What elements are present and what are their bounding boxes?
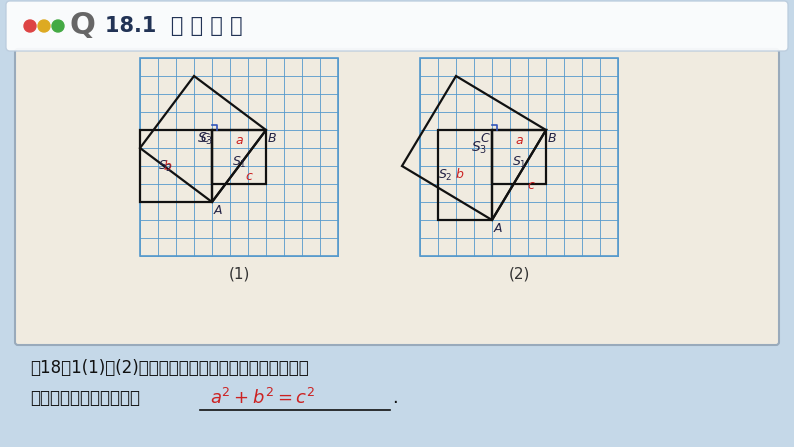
Text: $S_2$: $S_2$ [437, 168, 453, 182]
Text: $S_1$: $S_1$ [232, 155, 246, 170]
Text: b: b [456, 169, 464, 181]
Circle shape [24, 20, 36, 32]
Text: A: A [494, 222, 503, 235]
Text: c: c [527, 179, 534, 192]
Text: (1): (1) [229, 266, 249, 282]
Text: B: B [268, 132, 276, 145]
FancyBboxPatch shape [6, 1, 788, 51]
Text: 用它们的边长表示，是：: 用它们的边长表示，是： [30, 389, 140, 407]
Text: 18.1  勾 股 定 理: 18.1 勾 股 定 理 [105, 16, 243, 36]
Text: $S_3$: $S_3$ [197, 131, 213, 147]
Text: c: c [245, 170, 252, 183]
Text: $S_1$: $S_1$ [511, 155, 526, 170]
Text: a: a [235, 134, 243, 147]
Circle shape [52, 20, 64, 32]
Text: Q: Q [69, 12, 95, 41]
Text: C: C [200, 132, 209, 145]
FancyBboxPatch shape [15, 49, 779, 345]
Bar [140, 58, 338, 256]
Text: C: C [480, 132, 489, 145]
Text: $S_2$: $S_2$ [158, 158, 172, 173]
Text: A: A [214, 204, 222, 217]
Text: .: . [392, 389, 398, 407]
Text: b: b [163, 160, 171, 173]
Circle shape [38, 20, 50, 32]
Text: 图18－1(1)，(2)中三个正方形面积之间有怎样的关系，: 图18－1(1)，(2)中三个正方形面积之间有怎样的关系， [30, 359, 309, 377]
Text: $S_3$: $S_3$ [471, 140, 487, 156]
Text: B: B [548, 132, 557, 145]
Bar [420, 58, 618, 256]
Text: a: a [515, 134, 522, 147]
Text: (2): (2) [508, 266, 530, 282]
Text: $a^2+b^2=c^2$: $a^2+b^2=c^2$ [210, 388, 315, 408]
